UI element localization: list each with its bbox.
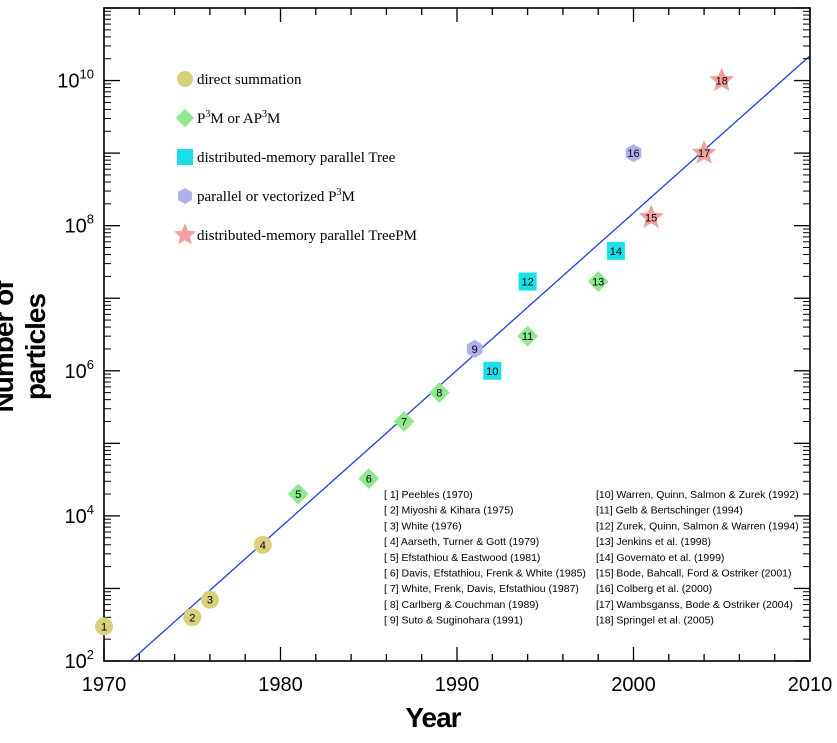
legend-marker-hexagon: [178, 188, 192, 204]
x-tick-label: 2010: [788, 674, 833, 696]
data-point-label: 18: [716, 76, 728, 88]
data-point-label: 14: [610, 246, 622, 258]
data-point-15: [638, 204, 664, 228]
reference-left: [ 5] Efstathiou & Eastwood (1981): [384, 552, 540, 564]
reference-left: [ 8] Carlberg & Couchman (1989): [384, 599, 539, 611]
y-axis-title: Number of particles: [0, 281, 51, 413]
trend-line: [130, 55, 811, 662]
x-tick-label: 1990: [435, 674, 480, 696]
legend-marker-star: [173, 223, 197, 245]
x-tick-label: 1980: [258, 674, 303, 696]
data-point-label: 13: [592, 277, 604, 289]
reference-left: [ 9] Suto & Suginohara (1991): [384, 615, 523, 627]
data-point-label: 16: [627, 148, 639, 160]
data-point-6: [358, 468, 380, 489]
data-point-9: [466, 339, 483, 358]
reference-left: [ 3] White (1976): [384, 520, 462, 532]
data-point-2: [183, 608, 202, 627]
data-point-1: [95, 617, 113, 636]
data-point-label: 7: [401, 416, 407, 428]
reference-right: [15] Bode, Bahcall, Ford & Ostriker (200…: [596, 568, 792, 580]
reference-left: [ 6] Davis, Efstathiou, Frenk & White (1…: [384, 568, 586, 580]
legend-marker-diamond: [175, 108, 195, 128]
data-point-label: 8: [436, 388, 442, 400]
y-tick-label: 102: [65, 647, 94, 673]
y-tick-label: 108: [65, 212, 94, 238]
data-point-14: [606, 241, 625, 260]
data-point-label: 9: [472, 344, 478, 356]
reference-left: [ 1] Peebles (1970): [384, 489, 473, 501]
data-point-12: [518, 272, 537, 291]
data-point-label: 12: [521, 277, 533, 289]
data-point-7: [393, 411, 415, 432]
x-axis-title: Year: [405, 702, 461, 733]
y-tick-label: 104: [65, 502, 94, 528]
data-point-label: 3: [207, 595, 213, 607]
reference-left: [ 7] White, Frenk, Davis, Efstathiou (19…: [384, 583, 579, 595]
data-point-label: 11: [522, 331, 533, 343]
reference-right: [13] Jenkins et al. (1998): [596, 536, 711, 548]
data-point-label: 5: [295, 489, 301, 501]
data-point-label: 6: [366, 473, 372, 485]
data-point-label: 15: [645, 212, 657, 224]
reference-right: [17] Wambsganss, Bode & Ostriker (2004): [596, 599, 793, 611]
legend-label: direct summation: [197, 72, 302, 88]
y-tick-label: 106: [65, 357, 94, 383]
reference-right: [12] Zurek, Quinn, Salmon & Warren (1994…: [596, 520, 799, 532]
data-point-label: 10: [486, 366, 498, 378]
data-point-label: 4: [260, 540, 266, 552]
data-point-5: [287, 483, 309, 505]
reference-right: [10] Warren, Quinn, Salmon & Zurek (1992…: [596, 489, 799, 501]
reference-right: [11] Gelb & Bertschinger (1994): [596, 505, 743, 517]
reference-right: [14] Governato et al. (1999): [596, 552, 724, 564]
data-point-17: [691, 140, 717, 164]
data-point-label: 17: [698, 148, 710, 160]
legend-label: distributed-memory parallel TreePM: [197, 228, 417, 244]
reference-right: [18] Springel et al. (2005): [596, 615, 714, 627]
data-point-10: [483, 361, 502, 380]
legend-label: distributed-memory parallel Tree: [197, 150, 396, 166]
y-tick-label: 1010: [57, 67, 94, 93]
data-point-label: 2: [189, 612, 195, 624]
reference-right: [16] Colberg et al. (2000): [596, 583, 712, 595]
data-point-3: [200, 590, 219, 609]
legend-label: parallel or vectorized P3M: [197, 187, 355, 205]
reference-left: [ 2] Miyoshi & Kihara (1975): [384, 505, 514, 517]
reference-left: [ 4] Aarseth, Turner & Gott (1979): [384, 536, 539, 548]
x-tick-label: 1970: [82, 674, 127, 696]
x-tick-label: 2000: [611, 674, 656, 696]
data-point-label: 1: [101, 621, 107, 633]
data-point-13: [587, 271, 609, 292]
legend-marker-square: [177, 149, 193, 165]
data-point-8: [429, 382, 450, 403]
data-point-11: [517, 325, 538, 347]
data-point-18: [709, 67, 735, 92]
data-point-16: [625, 144, 642, 163]
data-point-4: [253, 535, 272, 554]
legend-marker-circle: [177, 71, 193, 87]
legend-label: P3M or AP3M: [197, 109, 280, 127]
